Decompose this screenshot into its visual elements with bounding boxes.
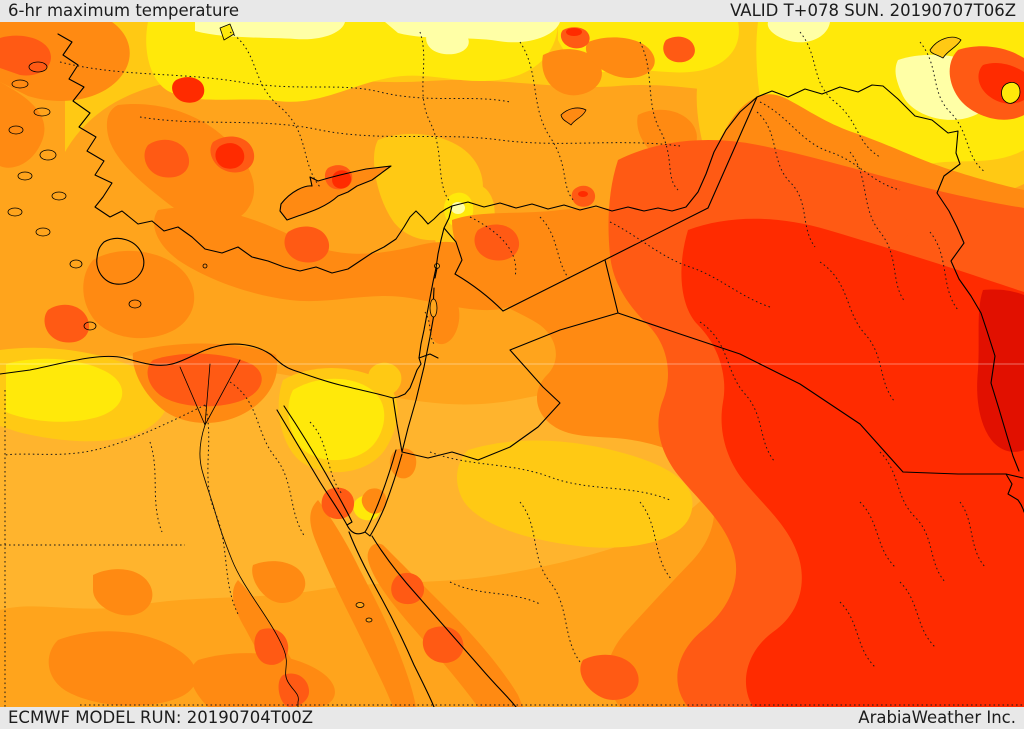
country-borders — [392, 84, 1024, 479]
footer-bar: ECMWF MODEL RUN: 20190704T00Z ArabiaWeat… — [0, 707, 1024, 729]
map-title: 6-hr maximum temperature — [8, 1, 240, 20]
red-sea-island — [355, 602, 365, 608]
israel-lebanon-border — [418, 353, 439, 359]
model-run-label: ECMWF MODEL RUN: 20190704T00Z — [8, 708, 314, 727]
temperature-map — [0, 22, 1024, 707]
credit-label: ArabiaWeather Inc. — [858, 708, 1016, 727]
syria-iraq-border — [707, 96, 758, 209]
nile-delta-branches — [179, 359, 241, 426]
valid-time-label: VALID T+078 SUN. 20190707T06Z — [730, 1, 1016, 20]
persian-gulf-coast — [1005, 473, 1024, 513]
egypt-israel-border — [392, 397, 403, 453]
header-bar: 6-hr maximum temperature VALID T+078 SUN… — [0, 0, 1024, 22]
nile-river — [199, 424, 299, 707]
red-sea-egypt-coast — [348, 531, 435, 707]
iraq-saudi-border — [617, 312, 1024, 479]
rhodes-island — [96, 237, 145, 285]
gulf-of-aqaba — [364, 449, 403, 537]
red-sea-saudi-coast — [371, 535, 517, 707]
syria-jordan-border — [502, 207, 709, 312]
lake-tuz — [219, 23, 235, 41]
admin-boundaries — [0, 31, 1024, 707]
levant-coast — [392, 205, 453, 399]
turkey-coast — [57, 33, 453, 274]
syria-jordan-border-west — [454, 273, 504, 312]
lake-assad — [560, 107, 587, 126]
turkey-iraq-iran-border — [756, 84, 1020, 472]
lake-urmia — [1001, 82, 1021, 104]
lakes — [219, 23, 1021, 623]
red-sea-island — [365, 617, 373, 623]
cyprus-coast — [279, 165, 392, 221]
jordan-saudi-border — [401, 312, 619, 461]
egypt-coast — [0, 343, 394, 399]
lebanon-syria-border — [443, 227, 463, 275]
coastlines — [0, 33, 1024, 707]
lake-van — [929, 36, 962, 59]
turkey-syria-border — [451, 96, 758, 212]
cyprus-fill — [280, 166, 391, 220]
fill-level-deep-red — [977, 289, 1024, 452]
sinai-south-coast — [346, 524, 366, 535]
dead-sea — [429, 298, 438, 318]
jordan-iraq-border — [604, 259, 619, 314]
fill-level-red — [172, 28, 1024, 707]
aegean-islands — [7, 61, 208, 331]
